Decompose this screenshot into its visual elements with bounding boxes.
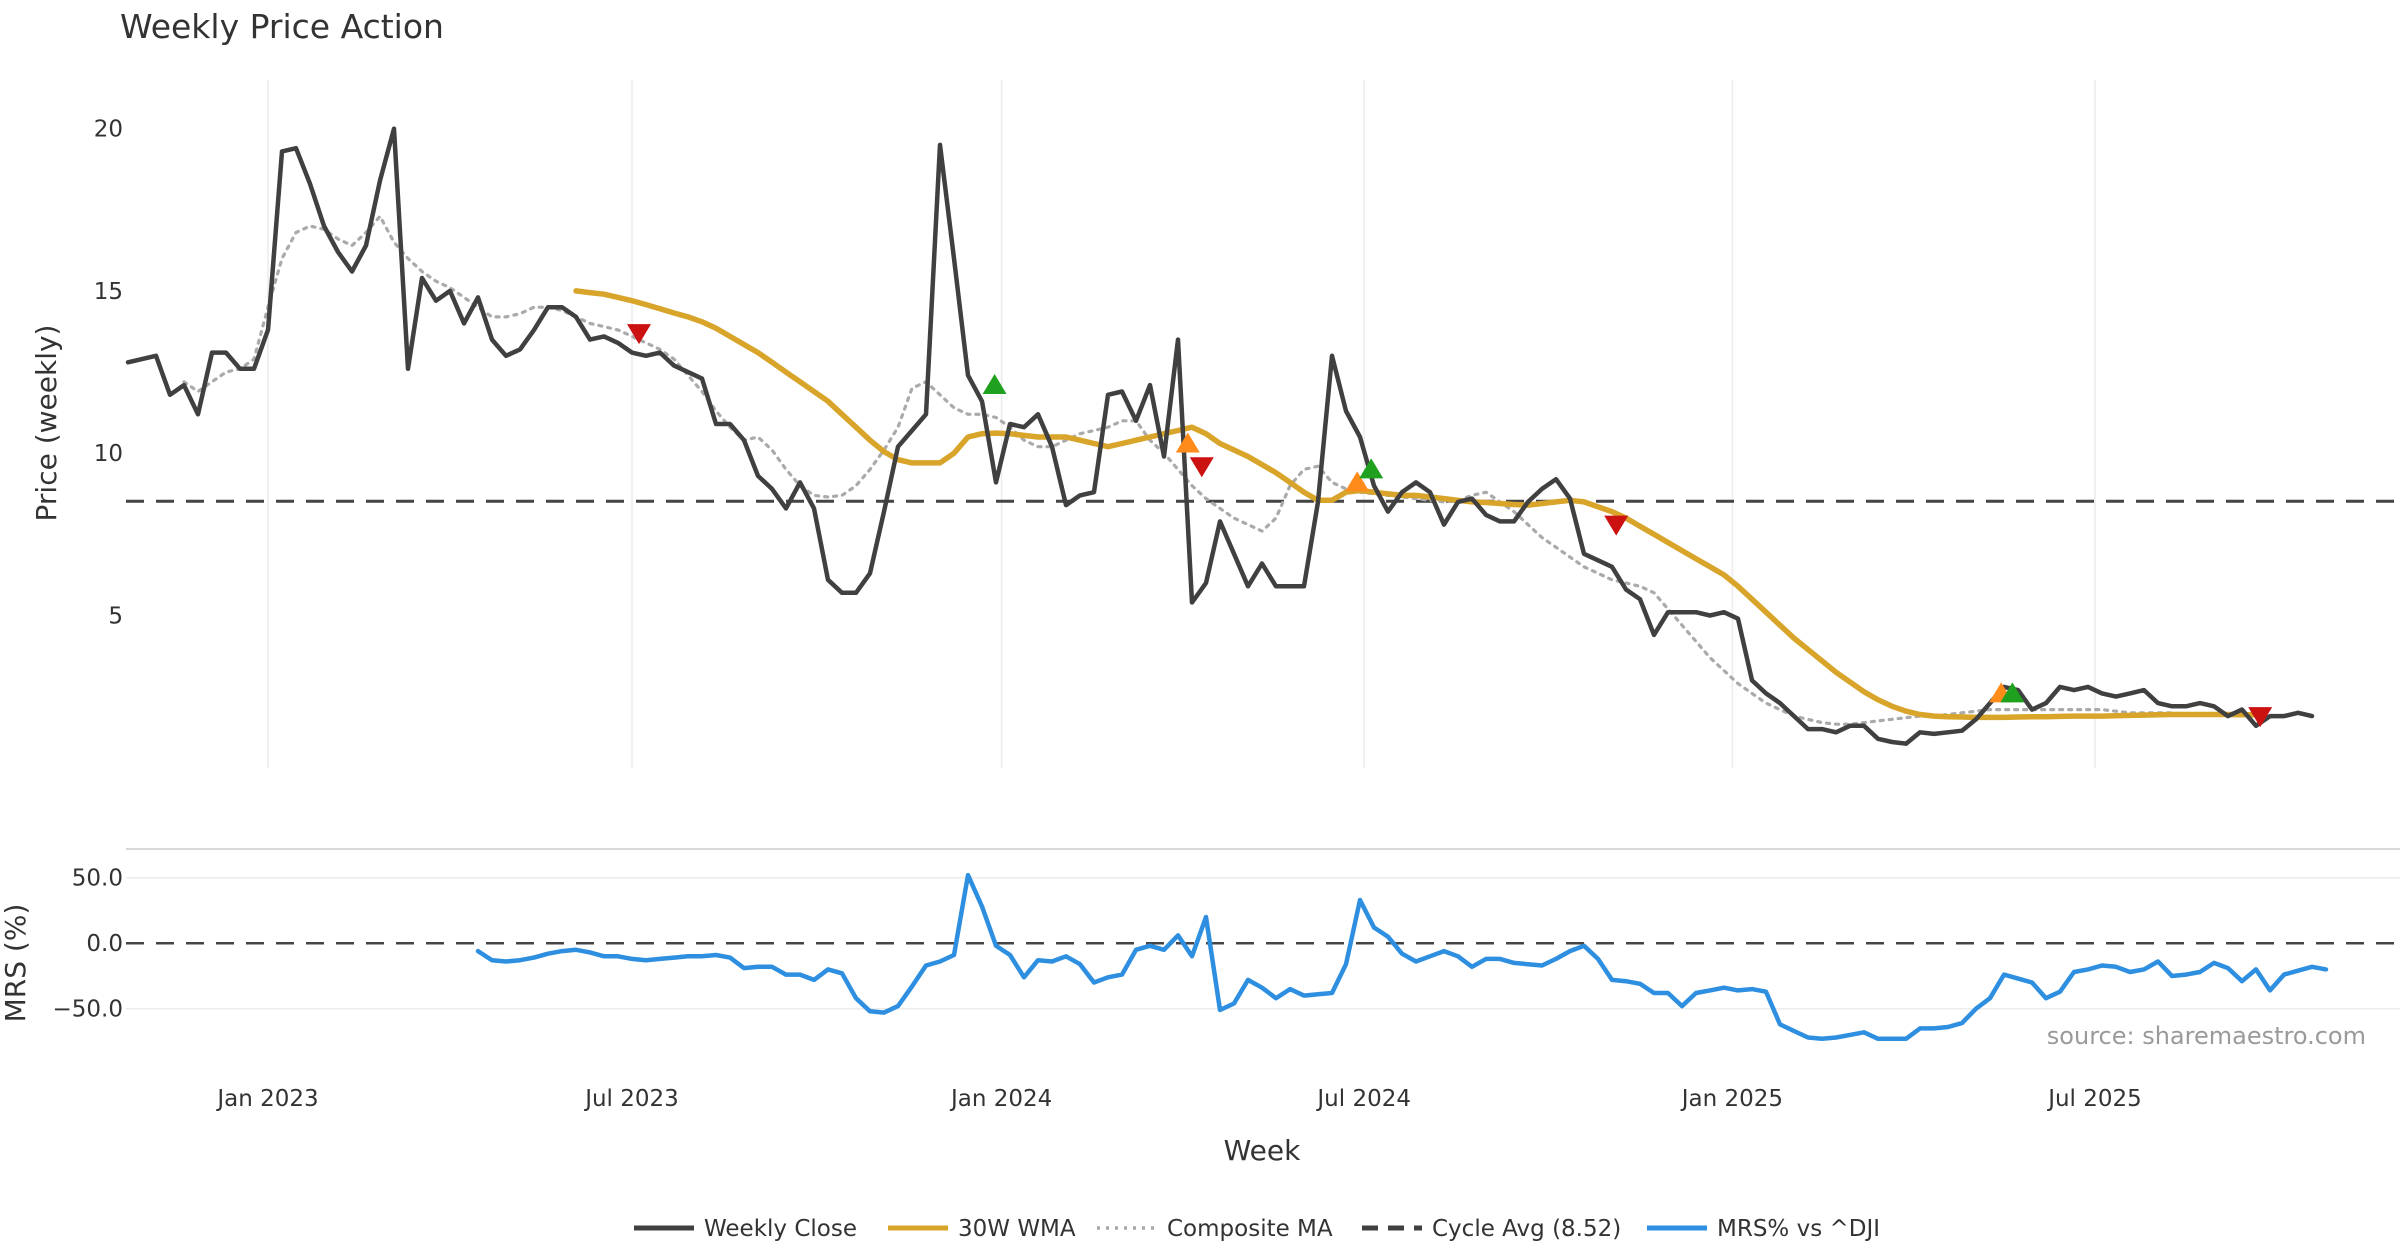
mrs-series-group: [126, 872, 2400, 1042]
legend: Weekly Close 30W WMA Composite MA Cycle …: [634, 1216, 1880, 1242]
legend-item-composite-ma: Composite MA: [1097, 1216, 1333, 1242]
mrs-y-axis-title: MRS (%): [0, 904, 32, 1023]
legend-label: Weekly Close: [704, 1216, 857, 1242]
sell-signal-marker: [627, 324, 651, 345]
legend-item-mrs: MRS% vs ^DJI: [1647, 1216, 1880, 1242]
legend-label: Composite MA: [1167, 1216, 1333, 1242]
legend-item-cycle-avg: Cycle Avg (8.52): [1362, 1216, 1621, 1242]
mrs-horizontal-gridlines: [126, 876, 2400, 1010]
x-axis-ticks: Jan 2023 Jul 2023 Jan 2024 Jul 2024 Jan …: [215, 1086, 2141, 1112]
x-tick: Jan 2024: [949, 1086, 1052, 1112]
price-y-axis-title: Price (weekly): [30, 325, 63, 522]
signal-markers: [627, 324, 2273, 728]
source-attribution: source: sharemaestro.com: [2047, 1022, 2366, 1050]
sell-signal-marker: [1604, 515, 1629, 536]
mrs-y-tick: 0.0: [86, 931, 123, 957]
legend-item-weekly-close: Weekly Close: [634, 1216, 857, 1242]
legend-label: 30W WMA: [958, 1216, 1076, 1242]
wma-30w-line: [573, 288, 2259, 721]
legend-label: Cycle Avg (8.52): [1432, 1216, 1621, 1242]
x-tick: Jan 2025: [1680, 1086, 1783, 1112]
mrs-y-tick: −50.0: [53, 997, 123, 1023]
x-axis-title: Week: [1224, 1134, 1301, 1167]
buy-signal-marker: [2000, 682, 2025, 703]
legend-label: MRS% vs ^DJI: [1717, 1216, 1880, 1242]
price-y-tick: 10: [94, 441, 123, 467]
buy-signal-marker: [1175, 432, 1200, 453]
sell-signal-marker: [1189, 457, 1214, 478]
x-tick: Jan 2023: [215, 1086, 318, 1112]
legend-item-30w-wma: 30W WMA: [888, 1216, 1076, 1242]
price-y-tick: 20: [94, 117, 123, 143]
mrs-line: [475, 872, 2329, 1042]
weekly-close-line: [125, 126, 2315, 746]
buy-signal-marker: [982, 374, 1007, 395]
chart-title: Weekly Price Action: [120, 7, 444, 46]
price-series-group: [125, 126, 2400, 746]
buy-signal-marker: [1359, 458, 1384, 479]
price-y-tick: 15: [94, 279, 123, 305]
price-y-tick: 5: [108, 604, 123, 630]
price-vertical-gridlines: [267, 80, 2096, 768]
buy-signal-marker: [1345, 471, 1370, 492]
mrs-y-tick: 50.0: [72, 866, 123, 892]
mrs-y-ticks: 50.0 0.0 −50.0: [53, 866, 123, 1023]
price-y-ticks: 5 10 15 20: [94, 117, 123, 630]
x-tick: Jul 2025: [2046, 1086, 2142, 1112]
x-tick: Jul 2023: [583, 1086, 679, 1112]
sell-signal-marker: [2248, 707, 2273, 728]
x-tick: Jul 2024: [1315, 1086, 1411, 1112]
